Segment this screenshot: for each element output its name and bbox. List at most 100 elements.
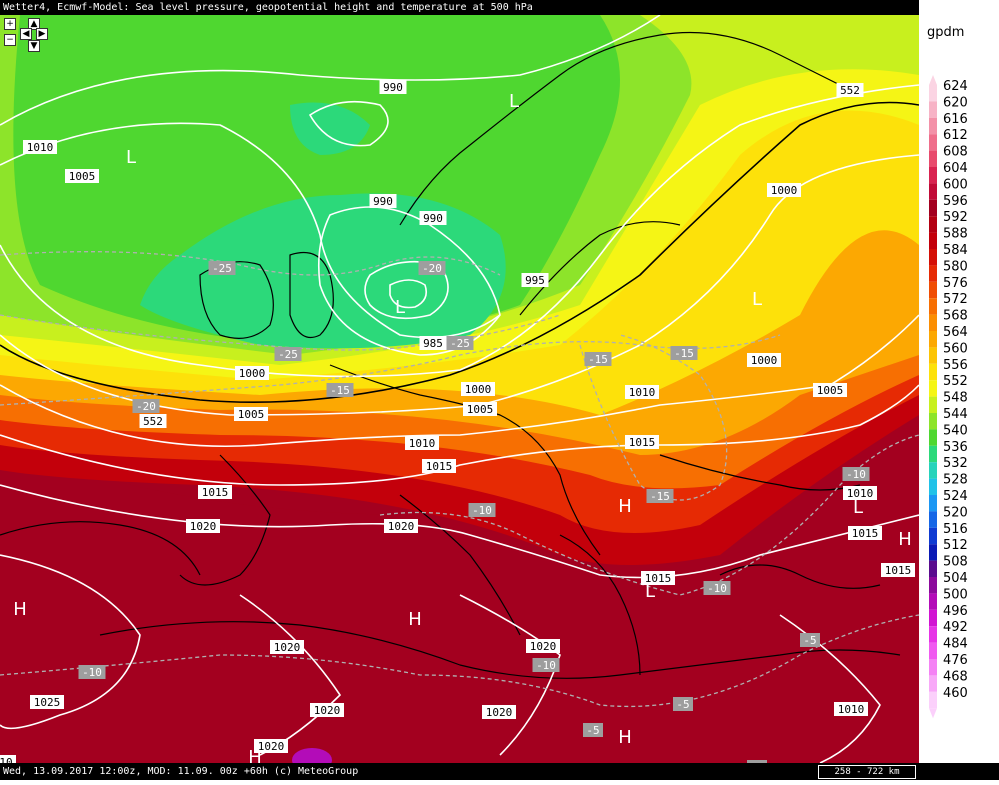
- legend-value: 616: [943, 112, 968, 127]
- isobar-label: 1005: [463, 402, 497, 416]
- temperature-label: -5: [673, 697, 693, 711]
- legend-swatch: [929, 363, 937, 381]
- isobar-label: 1000: [235, 366, 269, 380]
- isobar-label-text: 1015: [885, 564, 912, 577]
- temperature-label-text: -5: [803, 634, 816, 647]
- legend-value: 504: [943, 571, 968, 586]
- legend-value: 612: [943, 128, 968, 143]
- legend-value: 532: [943, 456, 968, 471]
- isobar-label: 1020: [270, 640, 304, 654]
- legend-swatch: [929, 183, 937, 200]
- legend-value: 552: [943, 374, 968, 389]
- isobar-label: 1010: [625, 385, 659, 399]
- isobar-label: 990: [369, 194, 397, 208]
- pan-down-icon[interactable]: ▼: [28, 40, 40, 52]
- legend-value: 512: [943, 538, 968, 553]
- temperature-label-text: -5: [750, 761, 763, 763]
- map-navigation[interactable]: + − ▲ ◀ ▶ ▼: [4, 18, 50, 52]
- high-pressure-marker: H: [618, 496, 632, 517]
- legend-swatch: [929, 445, 937, 463]
- color-legend: gpdm 624 620 616 612 608 604 600 596 592 588 584 58…: [919, 15, 999, 763]
- isobar-label: 1015: [625, 435, 659, 449]
- legend-value: 560: [943, 341, 968, 356]
- isobar-label-text: 1015: [645, 572, 672, 585]
- temperature-label-text: -20: [422, 262, 442, 275]
- isobar-label: 995: [521, 273, 549, 287]
- isobar-label-text: 1015: [629, 436, 656, 449]
- weather-map[interactable]: 990 1010 1005 990 990 995 985 1000 1000 1000 1005 1…: [0, 15, 919, 763]
- legend-value: 508: [943, 555, 968, 570]
- legend-value: 460: [943, 686, 968, 701]
- isobar-label: 990: [379, 80, 407, 94]
- isobar-label: 1015: [641, 571, 675, 585]
- status-bar: Wed, 13.09.2017 12:00z, MOD: 11.09. 00z …: [0, 763, 999, 780]
- isobar-label-text: 1010: [847, 487, 874, 500]
- legend-swatch: [929, 134, 937, 151]
- isobar-label-text: 990: [423, 212, 443, 225]
- height-contours: [0, 101, 919, 403]
- temperature-label: -5: [747, 760, 767, 763]
- legend-scale: 6246206166126086046005965925885845805765…: [929, 75, 968, 719]
- legend-value: 556: [943, 358, 968, 373]
- zoom-in-icon[interactable]: +: [4, 18, 16, 30]
- legend-swatch: [929, 577, 937, 594]
- legend-swatch: [929, 544, 937, 561]
- isobar-label: 1020: [384, 519, 418, 533]
- legend-swatch: [929, 511, 937, 528]
- legend-swatch: [929, 150, 937, 167]
- legend-swatch: [929, 216, 937, 233]
- temperature-label-text: -10: [536, 659, 556, 672]
- temperature-label: -10: [468, 503, 496, 517]
- pan-left-icon[interactable]: ◀: [20, 28, 32, 40]
- temperature-lines: [0, 251, 919, 708]
- low-pressure-marker: L: [126, 147, 136, 168]
- isobar-labels: 990 1010 1005 990 990 995 985 1000 1000 1000 1005 1…: [0, 80, 915, 763]
- isobar-label-text: 1000: [751, 354, 778, 367]
- legend-swatch: [929, 527, 937, 545]
- isobar-label: 1020: [186, 519, 220, 533]
- legend-swatch: [929, 199, 937, 217]
- legend-value: 588: [943, 227, 968, 242]
- legend-swatch: [929, 691, 937, 709]
- legend-swatch: [929, 232, 937, 249]
- legend-value: 496: [943, 604, 968, 619]
- temperature-label-text: -25: [450, 337, 470, 350]
- temperature-label: -15: [326, 383, 354, 397]
- pan-right-icon[interactable]: ▶: [36, 28, 48, 40]
- legend-value: 576: [943, 276, 968, 291]
- isobar-label: 1000: [767, 183, 801, 197]
- legend-swatch: [929, 593, 937, 610]
- legend-swatch: [929, 626, 937, 643]
- legend-value: 624: [943, 79, 968, 94]
- pan-up-icon[interactable]: ▲: [28, 18, 40, 30]
- isobar-label: 1005: [234, 407, 268, 421]
- isobar-label: 1025: [30, 695, 64, 709]
- temperature-label-text: -15: [588, 353, 608, 366]
- legend-value: 524: [943, 489, 968, 504]
- height-label-text: 552: [143, 415, 163, 428]
- isobar-label-text: 1015: [202, 486, 229, 499]
- temperature-label: -15: [584, 352, 612, 366]
- temperature-label: -20: [132, 399, 160, 413]
- isobar-label-text: 1025: [34, 696, 61, 709]
- temperature-label: -15: [670, 346, 698, 360]
- legend-swatch: [929, 249, 937, 266]
- height-label: 552: [836, 83, 864, 97]
- temperature-label-text: -25: [278, 348, 298, 361]
- legend-value: 528: [943, 473, 968, 488]
- isobar-label-text: 1020: [274, 641, 301, 654]
- low-pressure-marker: L: [752, 289, 762, 310]
- height-labels: 552 552: [139, 83, 864, 428]
- low-pressure-marker: L: [509, 91, 519, 112]
- isobar-label: 1020: [526, 639, 560, 653]
- legend-value: 584: [943, 243, 968, 258]
- legend-value: 484: [943, 637, 968, 652]
- legend-swatch: [929, 265, 937, 282]
- temperature-label: -15: [646, 489, 674, 503]
- temperature-label-text: -25: [212, 262, 232, 275]
- isobar-label: 1010: [23, 140, 57, 154]
- temperature-label: -25: [274, 347, 302, 361]
- legend-swatch: [929, 429, 937, 446]
- legend-swatch: [929, 314, 937, 331]
- zoom-out-icon[interactable]: −: [4, 34, 16, 46]
